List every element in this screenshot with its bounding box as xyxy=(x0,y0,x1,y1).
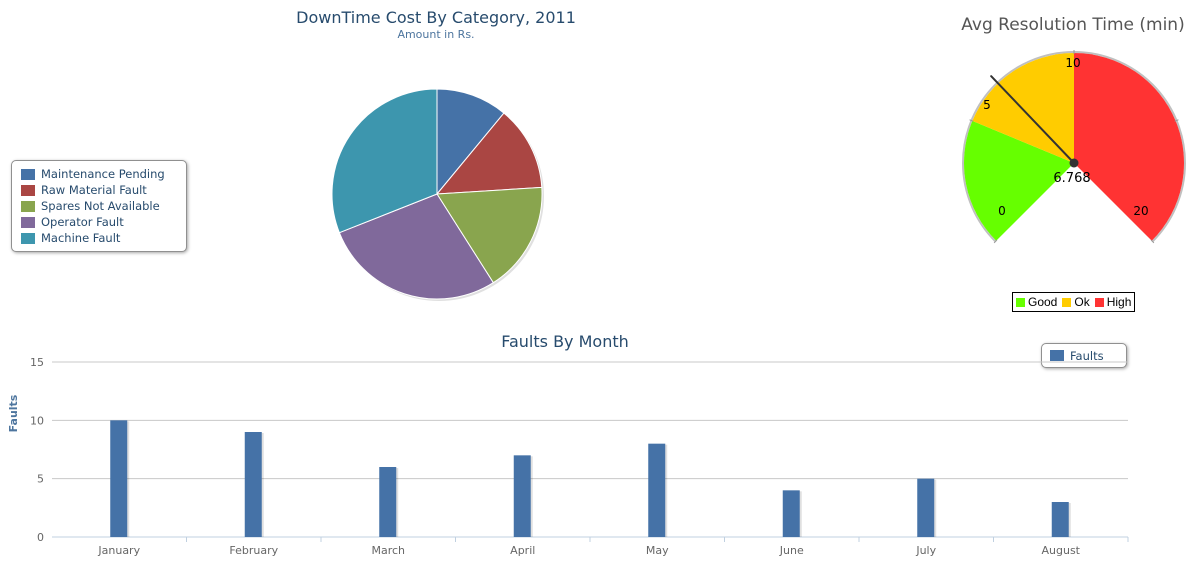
legend-swatch xyxy=(21,168,35,180)
y-tick-label: 0 xyxy=(37,531,44,544)
x-tick-label: May xyxy=(646,544,669,557)
gauge-chart: 0 5 10 20 6.768 xyxy=(962,50,1186,244)
legend-swatch xyxy=(21,200,35,212)
pie-legend-item[interactable]: Maintenance Pending xyxy=(21,166,186,182)
y-tick-label: 10 xyxy=(30,414,44,427)
pie-slice-maintenance-pending[interactable] xyxy=(436,88,505,196)
pie-legend-label: Raw Material Fault xyxy=(41,183,147,197)
pie-chart xyxy=(331,88,544,301)
pie-legend-item[interactable]: Machine Fault xyxy=(21,230,186,246)
x-tick-label: February xyxy=(229,544,278,557)
x-tick-label: June xyxy=(779,544,804,557)
legend-swatch xyxy=(21,184,35,196)
x-tick-label: August xyxy=(1042,544,1081,557)
gauge-tick xyxy=(969,119,974,122)
pie-slice-machine-fault[interactable] xyxy=(331,88,438,234)
y-axis-title: Faults xyxy=(7,394,20,432)
pie-chart-subtitle: Amount in Rs. xyxy=(397,28,475,41)
bar-legend-item[interactable]: Faults xyxy=(1050,348,1104,364)
bar-chart-title: Faults By Month xyxy=(501,332,629,351)
y-tick-label: 5 xyxy=(37,473,44,486)
bar-may[interactable] xyxy=(648,443,666,537)
gauge-tick-label: 0 xyxy=(998,204,1006,218)
pie-legend-label: Operator Fault xyxy=(41,215,124,229)
gauge-tick xyxy=(1174,119,1179,122)
pie-legend-item[interactable]: Raw Material Fault xyxy=(21,182,186,198)
legend-swatch xyxy=(21,232,35,244)
pie-slice-spares-not-available[interactable] xyxy=(436,186,543,284)
bar-march[interactable] xyxy=(379,467,397,537)
gauge-tick xyxy=(1150,239,1155,244)
legend-swatch xyxy=(21,216,35,228)
gauge-tick-label: 5 xyxy=(983,98,991,112)
gauge-legend-label: Good xyxy=(1028,295,1058,309)
pie-legend-label: Maintenance Pending xyxy=(41,167,165,181)
bar-chart: 0 5 10 15 Faults January February March April May… xyxy=(7,356,1129,557)
gauge-tick-label: 10 xyxy=(1065,56,1080,70)
gauge-legend-label: Ok xyxy=(1074,295,1090,309)
gauge-pivot xyxy=(1069,158,1079,168)
gauge-legend-item[interactable]: Good xyxy=(1016,295,1057,309)
gauge-band-good xyxy=(964,120,1074,241)
bar-january[interactable] xyxy=(110,420,128,537)
legend-swatch xyxy=(1062,297,1072,307)
gauge-tick-label: 20 xyxy=(1133,204,1148,218)
legend-swatch xyxy=(1016,297,1025,307)
pie-slice-raw-material-fault[interactable] xyxy=(435,112,543,195)
gauge-needle xyxy=(990,75,1075,164)
bar-legend-label: Faults xyxy=(1070,348,1104,363)
gauge-legend-item[interactable]: Ok xyxy=(1062,295,1090,309)
gauge-legend-label: High xyxy=(1106,295,1132,309)
x-tick-label: January xyxy=(97,544,140,557)
gauge-legend: Good Ok High xyxy=(1012,292,1136,312)
y-tick-label: 15 xyxy=(30,356,44,369)
gauge-value-label: 6.768 xyxy=(1053,171,1090,186)
x-tick-label: March xyxy=(371,544,405,557)
gauge-legend-item[interactable]: High xyxy=(1094,295,1132,309)
pie-legend-item[interactable]: Spares Not Available xyxy=(21,198,186,214)
pie-legend-label: Spares Not Available xyxy=(41,199,160,213)
bar-july[interactable] xyxy=(917,478,935,537)
bar-april[interactable] xyxy=(513,455,531,537)
bar-june[interactable] xyxy=(782,490,800,537)
pie-legend: Maintenance Pending Raw Material Fault Spa… xyxy=(11,160,187,252)
bar-legend: Faults xyxy=(1041,343,1127,368)
x-tick-label: July xyxy=(915,544,936,557)
legend-swatch xyxy=(1094,297,1104,307)
pie-legend-label: Machine Fault xyxy=(41,231,121,245)
gauge-tick xyxy=(993,239,998,244)
x-tick-label: April xyxy=(510,544,535,557)
pie-slice-operator-fault[interactable] xyxy=(338,193,494,300)
bar-february[interactable] xyxy=(244,432,262,537)
gauge-band-high xyxy=(1074,53,1184,241)
legend-swatch xyxy=(1050,350,1064,361)
bar-august[interactable] xyxy=(1051,502,1069,537)
pie-legend-item[interactable]: Operator Fault xyxy=(21,214,186,230)
pie-chart-title: DownTime Cost By Category, 2011 xyxy=(296,8,576,27)
gauge-title: Avg Resolution Time (min) xyxy=(961,15,1185,35)
